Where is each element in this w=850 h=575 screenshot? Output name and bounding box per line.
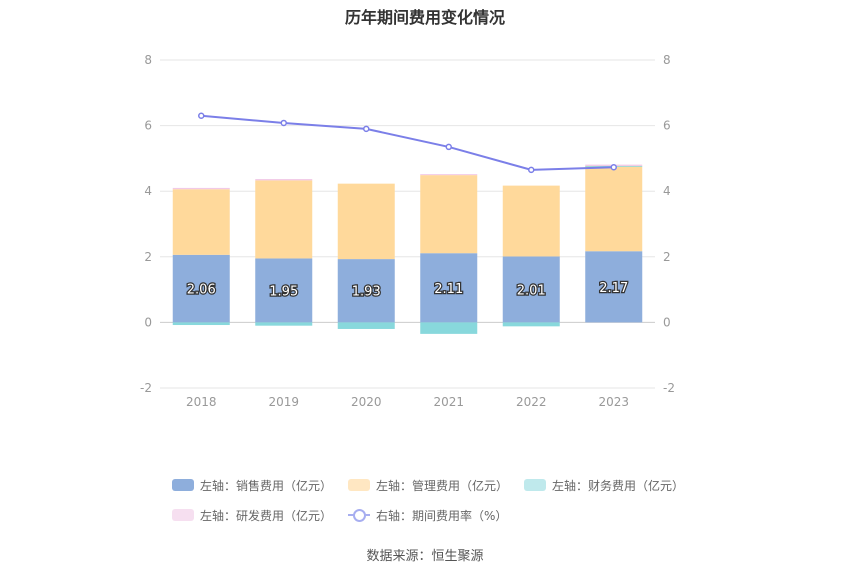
bar-segment — [255, 258, 313, 323]
legend-item-finance[interactable]: 左轴：财务费用（亿元） — [524, 477, 684, 494]
bar-segment — [420, 322, 478, 334]
bar-segment — [420, 253, 478, 323]
bar-segment — [255, 180, 313, 259]
data-label: 2.01 — [517, 283, 546, 298]
line-point — [528, 166, 535, 174]
line-point — [363, 125, 370, 133]
legend-swatch-finance — [524, 479, 547, 491]
data-label: 2.17 — [599, 281, 628, 296]
expense-rate-line — [201, 114, 614, 171]
line-point — [445, 143, 452, 151]
bar-segment — [585, 166, 643, 252]
bar-segment — [172, 322, 230, 326]
bar-segment — [502, 322, 560, 327]
bar-segment — [172, 254, 230, 323]
x-tick-label: 2022 — [516, 395, 547, 409]
x-tick-label: 2019 — [268, 395, 299, 409]
x-tick-label: 2021 — [433, 395, 464, 409]
x-tick-label: 2020 — [351, 395, 382, 409]
data-label: 2.06 — [187, 283, 216, 298]
bar-segment — [337, 259, 395, 323]
legend-label-expense-rate: 右轴：期间费用率（%） — [376, 508, 508, 523]
legend-item-admin[interactable]: 左轴：管理费用（亿元） — [348, 477, 508, 494]
y-left-tick-label: 6 — [144, 119, 152, 133]
y-left-tick-label: 4 — [144, 184, 152, 198]
x-tick-label: 2023 — [598, 395, 629, 409]
bar-segment — [172, 187, 230, 190]
legend-swatch-admin — [348, 479, 371, 491]
bar-segment — [502, 185, 560, 257]
legend-swatch-expense-rate — [348, 509, 371, 522]
y-right-tick-label: 0 — [663, 315, 671, 329]
line-point — [280, 119, 287, 127]
bar-segment — [337, 322, 395, 329]
y-left-tick-label: 2 — [144, 250, 152, 264]
legend-label-rnd: 左轴：研发费用（亿元） — [200, 508, 333, 523]
legend-label-sales: 左轴：销售费用（亿元） — [200, 478, 333, 493]
y-left-tick-label: -2 — [140, 381, 152, 395]
bar-segment — [502, 256, 560, 323]
legend-item-sales[interactable]: 左轴：销售费用（亿元） — [172, 477, 332, 494]
y-right-tick-label: -2 — [663, 381, 675, 395]
legend-label-finance: 左轴：财务费用（亿元） — [552, 478, 685, 493]
chart-title: 历年期间费用变化情况 — [344, 8, 505, 27]
x-tick-label: 2018 — [186, 395, 217, 409]
bar-segment — [172, 189, 230, 255]
legend-label-admin: 左轴：管理费用（亿元） — [376, 478, 509, 493]
legend-swatch-sales — [172, 479, 194, 491]
bar-segment — [420, 174, 478, 176]
chart-legend: 左轴：销售费用（亿元） 左轴：管理费用（亿元） 左轴：财务费用（亿元） 左轴：研… — [172, 470, 692, 530]
y-right-tick-label: 6 — [663, 119, 671, 133]
data-label: 1.95 — [269, 284, 298, 299]
y-left-tick-label: 8 — [144, 53, 152, 67]
line-point — [610, 164, 617, 171]
data-source-note: 数据来源：恒生聚源 — [366, 549, 484, 564]
bar-segment — [585, 251, 643, 323]
data-label: 2.11 — [434, 282, 463, 297]
bar-segment — [255, 179, 313, 181]
y-left-tick-label: 0 — [144, 315, 152, 329]
bar-segment — [337, 183, 395, 260]
legend-item-rnd[interactable]: 左轴：研发费用（亿元） — [172, 507, 332, 524]
bar-segment — [420, 175, 478, 254]
bar-segment — [255, 322, 313, 326]
y-right-tick-label: 8 — [663, 53, 671, 67]
data-label: 1.93 — [352, 285, 381, 300]
legend-item-expense-rate[interactable]: 右轴：期间费用率（%） — [348, 507, 507, 524]
line-point — [198, 112, 205, 120]
legend-swatch-rnd — [172, 509, 194, 521]
y-right-tick-label: 2 — [663, 250, 671, 264]
y-right-tick-label: 4 — [663, 184, 671, 198]
